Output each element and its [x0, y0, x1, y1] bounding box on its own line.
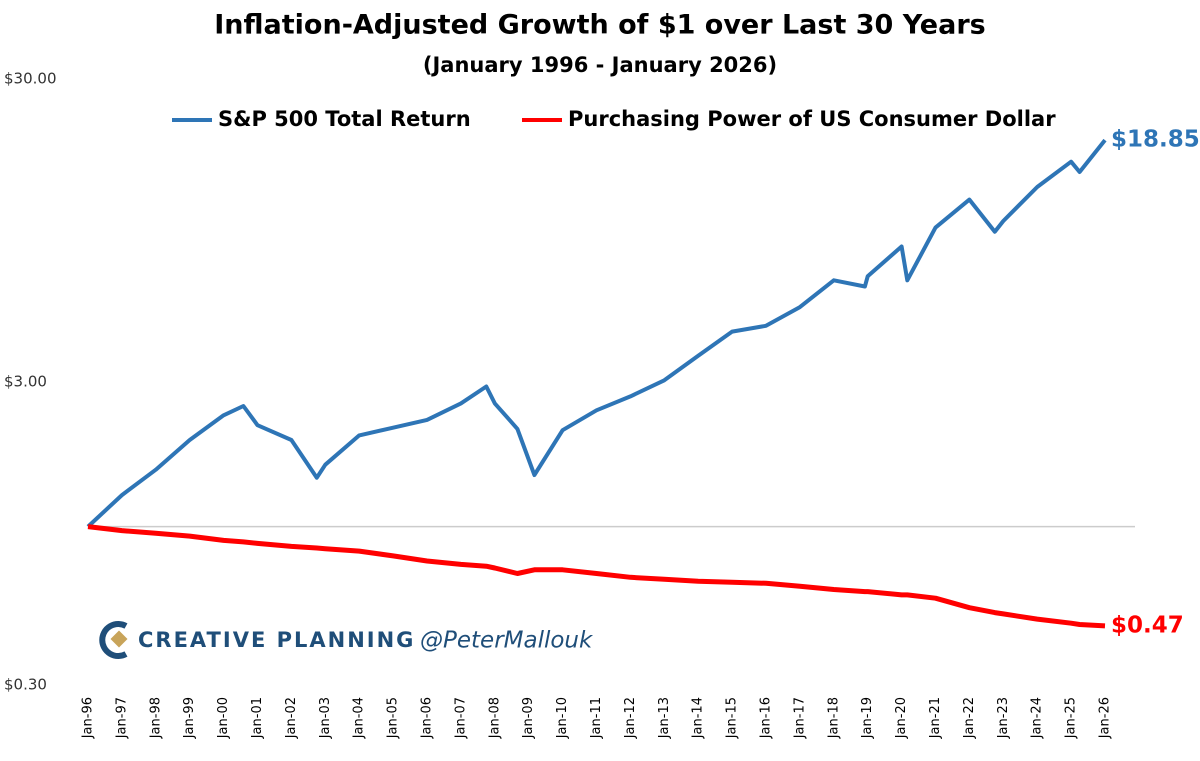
y-tick-label: $0.30 [4, 676, 47, 694]
x-tick-label: Jan-05 [386, 697, 401, 739]
x-tick-label: Jan-12 [623, 697, 638, 739]
x-tick-label: Jan-02 [284, 697, 299, 739]
x-tick-label: Jan-25 [1064, 697, 1079, 739]
x-tick-label: Jan-97 [114, 697, 129, 739]
end-label: $18.85 [1111, 127, 1200, 153]
chart-subtitle: (January 1996 - January 2026) [423, 53, 777, 77]
end-label: $0.47 [1111, 612, 1184, 638]
series-line [87, 524, 1106, 629]
y-tick-label: $3.00 [4, 373, 47, 391]
x-tick-label: Jan-08 [487, 697, 502, 739]
x-tick-label: Jan-26 [1098, 697, 1113, 739]
logo-icon [99, 621, 128, 659]
x-tick-label: Jan-01 [250, 697, 265, 739]
x-tick-label: Jan-15 [725, 697, 740, 739]
x-tick-label: Jan-24 [1030, 697, 1045, 739]
x-tick-label: Jan-21 [928, 697, 943, 739]
x-tick-label: Jan-19 [860, 697, 875, 739]
x-tick-label: Jan-14 [691, 697, 706, 739]
x-tick-label: Jan-09 [521, 697, 536, 739]
watermark-handle: @PeterMallouk [420, 628, 594, 654]
series-line [86, 138, 1107, 529]
x-tick-label: Jan-10 [555, 697, 570, 739]
x-tick-label: Jan-06 [420, 697, 435, 739]
x-tick-label: Jan-13 [657, 697, 672, 739]
x-tick-label: Jan-22 [962, 697, 977, 739]
x-tick-label: Jan-16 [759, 697, 774, 739]
x-tick-label: Jan-23 [996, 697, 1011, 739]
x-tick-label: Jan-18 [826, 697, 841, 739]
x-tick-label: Jan-98 [148, 697, 163, 739]
x-tick-label: Jan-11 [589, 697, 604, 739]
x-tick-label: Jan-04 [352, 697, 367, 739]
x-tick-label: Jan-00 [216, 697, 231, 739]
x-tick-label: Jan-17 [792, 697, 807, 739]
chart-title: Inflation-Adjusted Growth of $1 over Las… [214, 10, 985, 41]
legend-label: Purchasing Power of US Consumer Dollar [568, 107, 1056, 131]
x-tick-label: Jan-99 [182, 697, 197, 739]
x-tick-label: Jan-96 [81, 697, 96, 739]
x-tick-label: Jan-03 [318, 697, 333, 739]
x-tick-label: Jan-07 [453, 697, 468, 739]
legend-label: S&P 500 Total Return [218, 107, 471, 131]
watermark-brand: CREATIVE PLANNING [138, 628, 415, 652]
y-tick-label: $30.00 [4, 70, 57, 88]
x-tick-label: Jan-20 [894, 697, 909, 739]
